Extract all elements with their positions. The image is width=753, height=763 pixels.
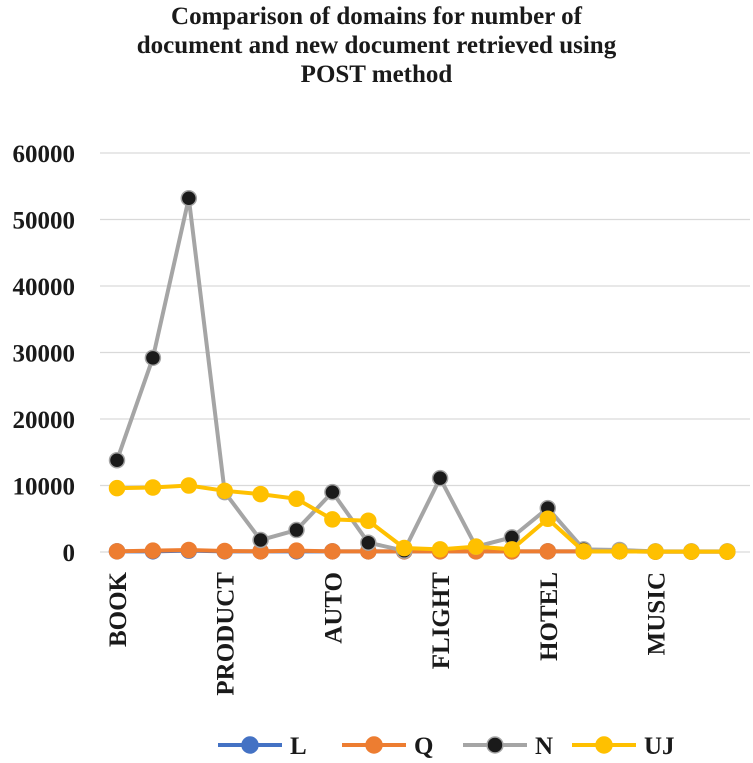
chart-title-line-3: POST method: [300, 61, 453, 88]
data-point: [216, 542, 233, 560]
data-point: [431, 469, 449, 487]
chart-title: Comparison of domains for number of docu…: [0, 2, 753, 89]
legend-item-n: N: [463, 733, 553, 760]
data-point: [539, 510, 557, 527]
data-point: [252, 485, 269, 503]
y-axis-ticks: 0 10000 20000 30000 40000 50000 60000: [13, 141, 76, 567]
data-point: [144, 349, 162, 367]
data-point: [539, 543, 557, 560]
x-tick-label: BOOK: [105, 571, 132, 647]
data-point: [252, 531, 269, 549]
legend-marker: [486, 736, 504, 754]
data-point: [108, 451, 126, 469]
data-point: [611, 543, 628, 560]
legend-item-l: L: [218, 733, 307, 760]
y-tick-label: 30000: [13, 341, 76, 368]
data-point: [324, 511, 341, 528]
data-point: [467, 538, 485, 555]
x-tick-label: FLIGHT: [428, 572, 455, 670]
series-line: [115, 196, 730, 554]
data-point: [288, 542, 305, 559]
legend-marker: [595, 736, 613, 754]
data-point: [180, 541, 198, 559]
data-point: [144, 542, 162, 559]
legend: L Q N UJ: [218, 733, 675, 760]
y-tick-label: 10000: [13, 474, 76, 501]
gridlines: [100, 152, 750, 553]
data-point: [180, 477, 198, 494]
plot-area: [108, 189, 736, 560]
chart-title-line-2: document and new document retrieved usin…: [136, 32, 617, 59]
series-n: [108, 189, 736, 560]
data-point: [324, 483, 341, 501]
legend-marker: [241, 736, 259, 754]
y-tick-label: 20000: [13, 407, 76, 434]
data-point: [719, 543, 736, 560]
x-axis-ticks: BOOK PRODUCT AUTO FLIGHT HOTEL MUSIC: [105, 571, 671, 695]
x-tick-label: PRODUCT: [213, 572, 240, 696]
x-tick-label: MUSIC: [644, 572, 671, 655]
x-tick-label: HOTEL: [536, 572, 563, 661]
legend-label: N: [535, 733, 553, 760]
y-tick-label: 50000: [13, 208, 76, 235]
y-tick-label: 60000: [13, 141, 76, 168]
y-tick-label: 0: [63, 540, 76, 567]
legend-label: Q: [414, 733, 433, 760]
data-point: [431, 541, 449, 558]
data-point: [360, 512, 377, 529]
data-point: [360, 534, 377, 551]
series-uj: [108, 477, 736, 560]
data-point: [288, 521, 305, 539]
data-point: [575, 543, 592, 560]
data-point: [216, 482, 233, 500]
data-point: [503, 541, 521, 558]
data-point: [395, 539, 413, 557]
data-point: [180, 189, 198, 207]
data-point: [288, 490, 305, 508]
legend-marker: [365, 736, 383, 754]
x-tick-label: AUTO: [320, 572, 347, 644]
data-point: [144, 479, 162, 496]
legend-label: UJ: [644, 733, 675, 760]
legend-item-q: Q: [342, 733, 433, 760]
legend-item-uj: UJ: [572, 733, 675, 760]
legend-label: L: [290, 733, 307, 760]
chart-title-line-1: Comparison of domains for number of: [171, 3, 582, 30]
y-tick-label: 40000: [13, 274, 76, 301]
data-point: [324, 543, 341, 560]
data-point: [647, 543, 664, 560]
data-point: [683, 543, 700, 560]
data-point: [108, 543, 126, 560]
data-point: [108, 479, 126, 497]
